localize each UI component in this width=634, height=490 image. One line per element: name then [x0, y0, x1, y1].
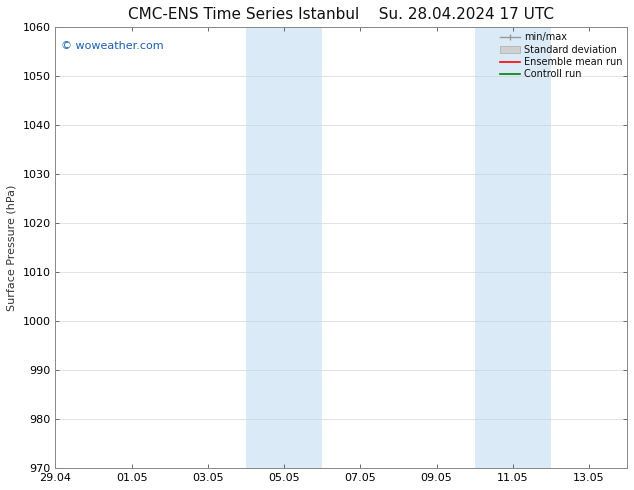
Bar: [475, 27, 551, 468]
Legend: min/max, Standard deviation, Ensemble mean run, Controll run: min/max, Standard deviation, Ensemble me…: [498, 30, 624, 81]
Bar: [246, 27, 322, 468]
Y-axis label: Surface Pressure (hPa): Surface Pressure (hPa): [7, 185, 17, 311]
Text: © woweather.com: © woweather.com: [61, 41, 164, 50]
Title: CMC-ENS Time Series Istanbul    Su. 28.04.2024 17 UTC: CMC-ENS Time Series Istanbul Su. 28.04.2…: [128, 7, 554, 22]
